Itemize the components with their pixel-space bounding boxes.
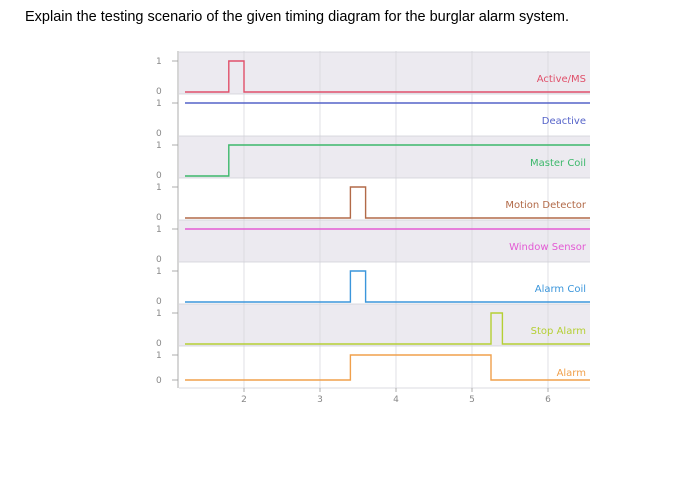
signal-label: Window Sensor: [509, 242, 587, 253]
lane-background: [179, 220, 590, 262]
y-tick-label: 0: [156, 376, 162, 386]
y-tick-label: 1: [156, 99, 162, 109]
x-tick-label: 4: [393, 395, 399, 405]
signal-waveform: [185, 60, 590, 93]
signal-label: Stop Alarm: [531, 326, 586, 337]
lane-background: [179, 136, 590, 178]
signal-label: Alarm Coil: [535, 284, 586, 295]
signal-waveform: [185, 270, 590, 303]
y-tick-label: 1: [156, 225, 162, 235]
signal-label: Master Coil: [530, 158, 586, 169]
lane-background: [179, 262, 590, 304]
lane-background: [179, 178, 590, 220]
lane-background: [179, 346, 590, 388]
lane-background: [179, 304, 590, 346]
signal-waveform: [185, 144, 590, 177]
y-tick-label: 0: [156, 339, 162, 349]
signal-waveform: [185, 186, 590, 219]
x-tick-label: 2: [241, 395, 247, 405]
timing-diagram-svg: 1 0 Active/MS 1 0 Deactive 1 0 Master Coil 1 0 Moti…: [150, 51, 590, 413]
y-tick-label: 1: [156, 309, 162, 319]
y-tick-label: 0: [156, 297, 162, 307]
signal-waveform: [185, 354, 590, 381]
y-tick-label: 0: [156, 255, 162, 265]
y-tick-label: 1: [156, 183, 162, 193]
signal-label: Active/MS: [537, 74, 586, 85]
signal-waveform: [185, 312, 590, 345]
y-tick-label: 1: [156, 351, 162, 361]
signal-label: Alarm: [557, 368, 586, 379]
x-tick-label: 6: [545, 395, 551, 405]
lane-background: [179, 52, 590, 94]
y-tick-label: 1: [156, 57, 162, 67]
y-tick-label: 0: [156, 171, 162, 181]
y-tick-label: 0: [156, 129, 162, 139]
y-tick-label: 1: [156, 141, 162, 151]
timing-diagram: 1 0 Active/MS 1 0 Deactive 1 0 Master Coil 1 0 Moti…: [150, 51, 590, 413]
lane-background: [179, 94, 590, 136]
signal-label: Deactive: [542, 116, 586, 127]
x-tick-label: 3: [317, 395, 323, 405]
question-text: Explain the testing scenario of the give…: [25, 9, 570, 25]
x-tick-label: 5: [469, 395, 475, 405]
y-tick-label: 1: [156, 267, 162, 277]
signal-label: Motion Detector: [505, 200, 587, 211]
y-tick-label: 0: [156, 213, 162, 223]
y-tick-label: 0: [156, 87, 162, 97]
